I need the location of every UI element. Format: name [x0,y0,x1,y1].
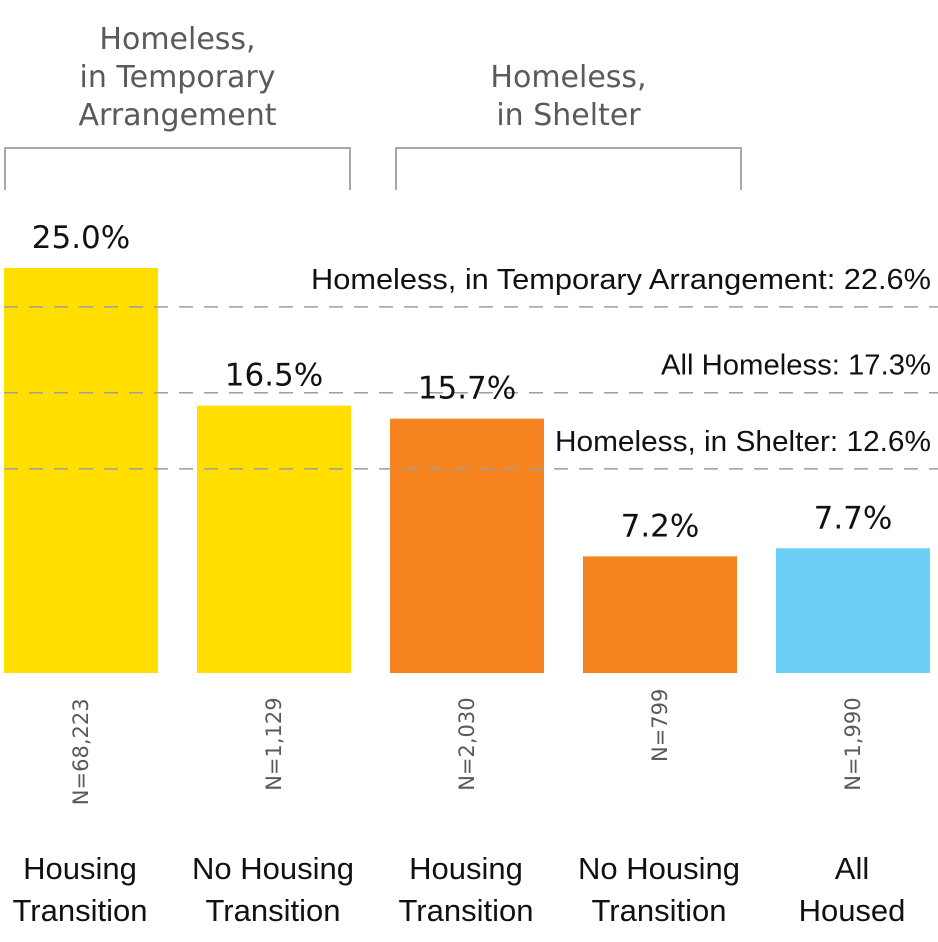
group-title: Arrangement [78,98,276,133]
bar [4,268,158,673]
value-label: 16.5% [225,358,323,394]
category-label: Transition [592,893,727,928]
value-label: 25.0% [32,220,130,256]
n-labels: N=68,223 N=1,129 N=2,030 N=799 N=1,990 [69,689,865,806]
bar [197,405,351,673]
sample-size-label: N=1,990 [841,697,865,790]
group-title: Homeless, [99,22,255,57]
category-label: No Housing [192,851,354,886]
category-label: Housed [799,893,906,928]
group-title: in Shelter [496,98,641,133]
bar [390,418,544,673]
group-bracket [395,147,742,190]
category-label: Housing [23,851,137,886]
category-label: Housing [409,851,523,886]
reference-line-label: Homeless, in Shelter: 12.6% [555,426,931,458]
value-label: 7.7% [814,500,893,536]
category-label: Transition [206,893,341,928]
bar [776,548,930,673]
reference-lines: Homeless, in Temporary Arrangement: 22.6… [4,264,938,470]
value-labels: 25.0% 16.5% 15.7% 7.2% 7.7% [32,220,893,544]
reference-line-label: All Homeless: 17.3% [661,350,931,382]
category-label: No Housing [578,851,740,886]
group-bracket [4,147,351,190]
sample-size-label: N=799 [648,689,672,762]
category-label: All [835,851,869,886]
group-titles: Homeless,in TemporaryArrangementHomeless… [78,22,646,133]
sample-size-label: N=1,129 [262,697,286,790]
category-label: Transition [13,893,148,928]
group-title: Homeless, [490,60,646,95]
group-brackets [4,147,742,190]
sample-size-label: N=68,223 [69,698,93,805]
reference-line-label: Homeless, in Temporary Arrangement: 22.6… [311,264,931,296]
bars [4,268,930,673]
bar [583,556,737,673]
value-label: 15.7% [418,371,516,407]
group-title: in Temporary [80,60,276,95]
value-label: 7.2% [621,508,700,544]
category-labels: Housing Transition No Housing Transition Hou… [13,851,906,928]
category-label: Transition [399,893,534,928]
sample-size-label: N=2,030 [455,697,479,790]
